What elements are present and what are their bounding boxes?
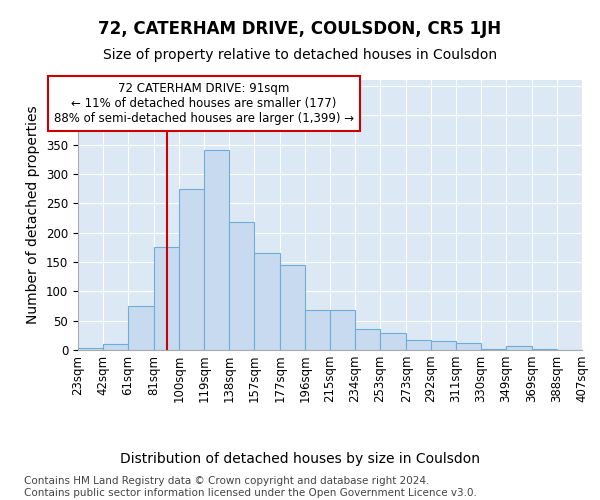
Y-axis label: Number of detached properties: Number of detached properties (26, 106, 40, 324)
Bar (305, 310, 330, 350)
Text: Contains HM Land Registry data © Crown copyright and database right 2024.
Contai: Contains HM Land Registry data © Crown c… (24, 476, 477, 498)
Bar (456, 343, 481, 350)
Bar (229, 222, 254, 350)
Text: 72 CATERHAM DRIVE: 91sqm
← 11% of detached houses are smaller (177)
88% of semi-: 72 CATERHAM DRIVE: 91sqm ← 11% of detach… (54, 82, 354, 125)
Bar (254, 253, 280, 350)
Bar (506, 346, 532, 350)
Bar (406, 340, 431, 350)
Text: Size of property relative to detached houses in Coulsdon: Size of property relative to detached ho… (103, 48, 497, 62)
Text: Distribution of detached houses by size in Coulsdon: Distribution of detached houses by size … (120, 452, 480, 466)
Bar (330, 310, 355, 350)
Bar (103, 344, 128, 350)
Bar (380, 333, 406, 350)
Bar (78, 348, 103, 350)
Bar (179, 188, 204, 350)
Bar (431, 340, 456, 350)
Bar (128, 306, 154, 350)
Bar (204, 150, 229, 350)
Bar (154, 248, 179, 350)
Text: 72, CATERHAM DRIVE, COULSDON, CR5 1JH: 72, CATERHAM DRIVE, COULSDON, CR5 1JH (98, 20, 502, 38)
Bar (280, 265, 305, 350)
Bar (355, 330, 380, 350)
